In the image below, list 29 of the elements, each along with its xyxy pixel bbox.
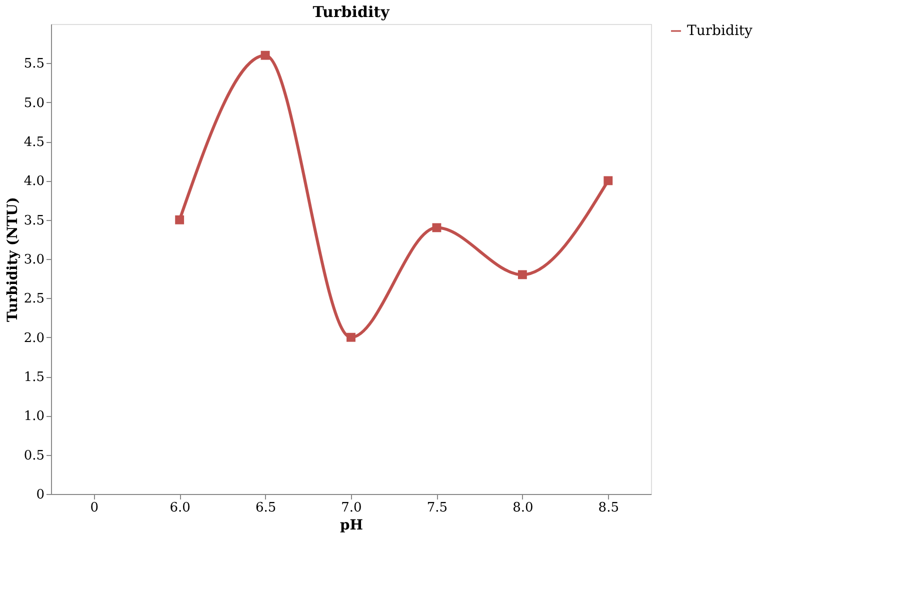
point [260,50,270,60]
y-tick-label: 0 [36,488,44,502]
y-tick-label: 2.5 [24,292,44,307]
y-tick-label: 3.5 [24,213,44,228]
chart-title: Turbidity [312,3,391,21]
x-tick-label: 7.0 [341,500,362,516]
legend-label: Turbidity [687,23,753,39]
y-tick-label: 4.0 [24,174,44,190]
point [175,215,184,224]
x-tick-label: 7.5 [426,500,448,516]
y-tick-label: 2.0 [24,330,44,346]
x-tick-label: 8.5 [598,500,619,516]
x-tick-label: 8.0 [512,500,534,516]
x-tick-label: 0 [90,500,98,516]
point [346,332,356,342]
y-tick-label: 4.5 [24,135,44,150]
x-axis-title: pH [340,518,364,534]
y-tick-label: 3.0 [24,252,44,268]
y-tick-label: 0.5 [24,448,44,464]
x-tick-label: 6.0 [170,500,190,516]
x-tick-label: 6.5 [255,500,276,516]
y-tick-label: 5.0 [24,96,44,111]
y-tick-label: 5.5 [24,56,44,72]
y-axis-title: Turbidity (NTU) [4,196,21,322]
y-tick-label: 1.5 [24,370,44,385]
y-tick-label: 1.0 [24,409,44,424]
point [432,223,442,232]
point [604,176,613,186]
point [518,270,527,280]
